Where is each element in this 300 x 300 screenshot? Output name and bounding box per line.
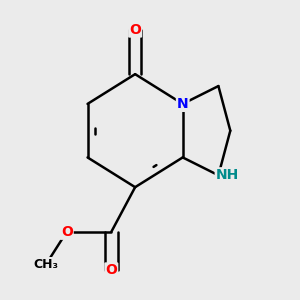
Text: CH₃: CH₃: [33, 258, 58, 271]
Text: O: O: [105, 263, 117, 278]
Text: O: O: [129, 22, 141, 37]
Text: N: N: [177, 97, 188, 111]
Text: O: O: [61, 225, 73, 239]
Text: NH: NH: [216, 168, 239, 182]
